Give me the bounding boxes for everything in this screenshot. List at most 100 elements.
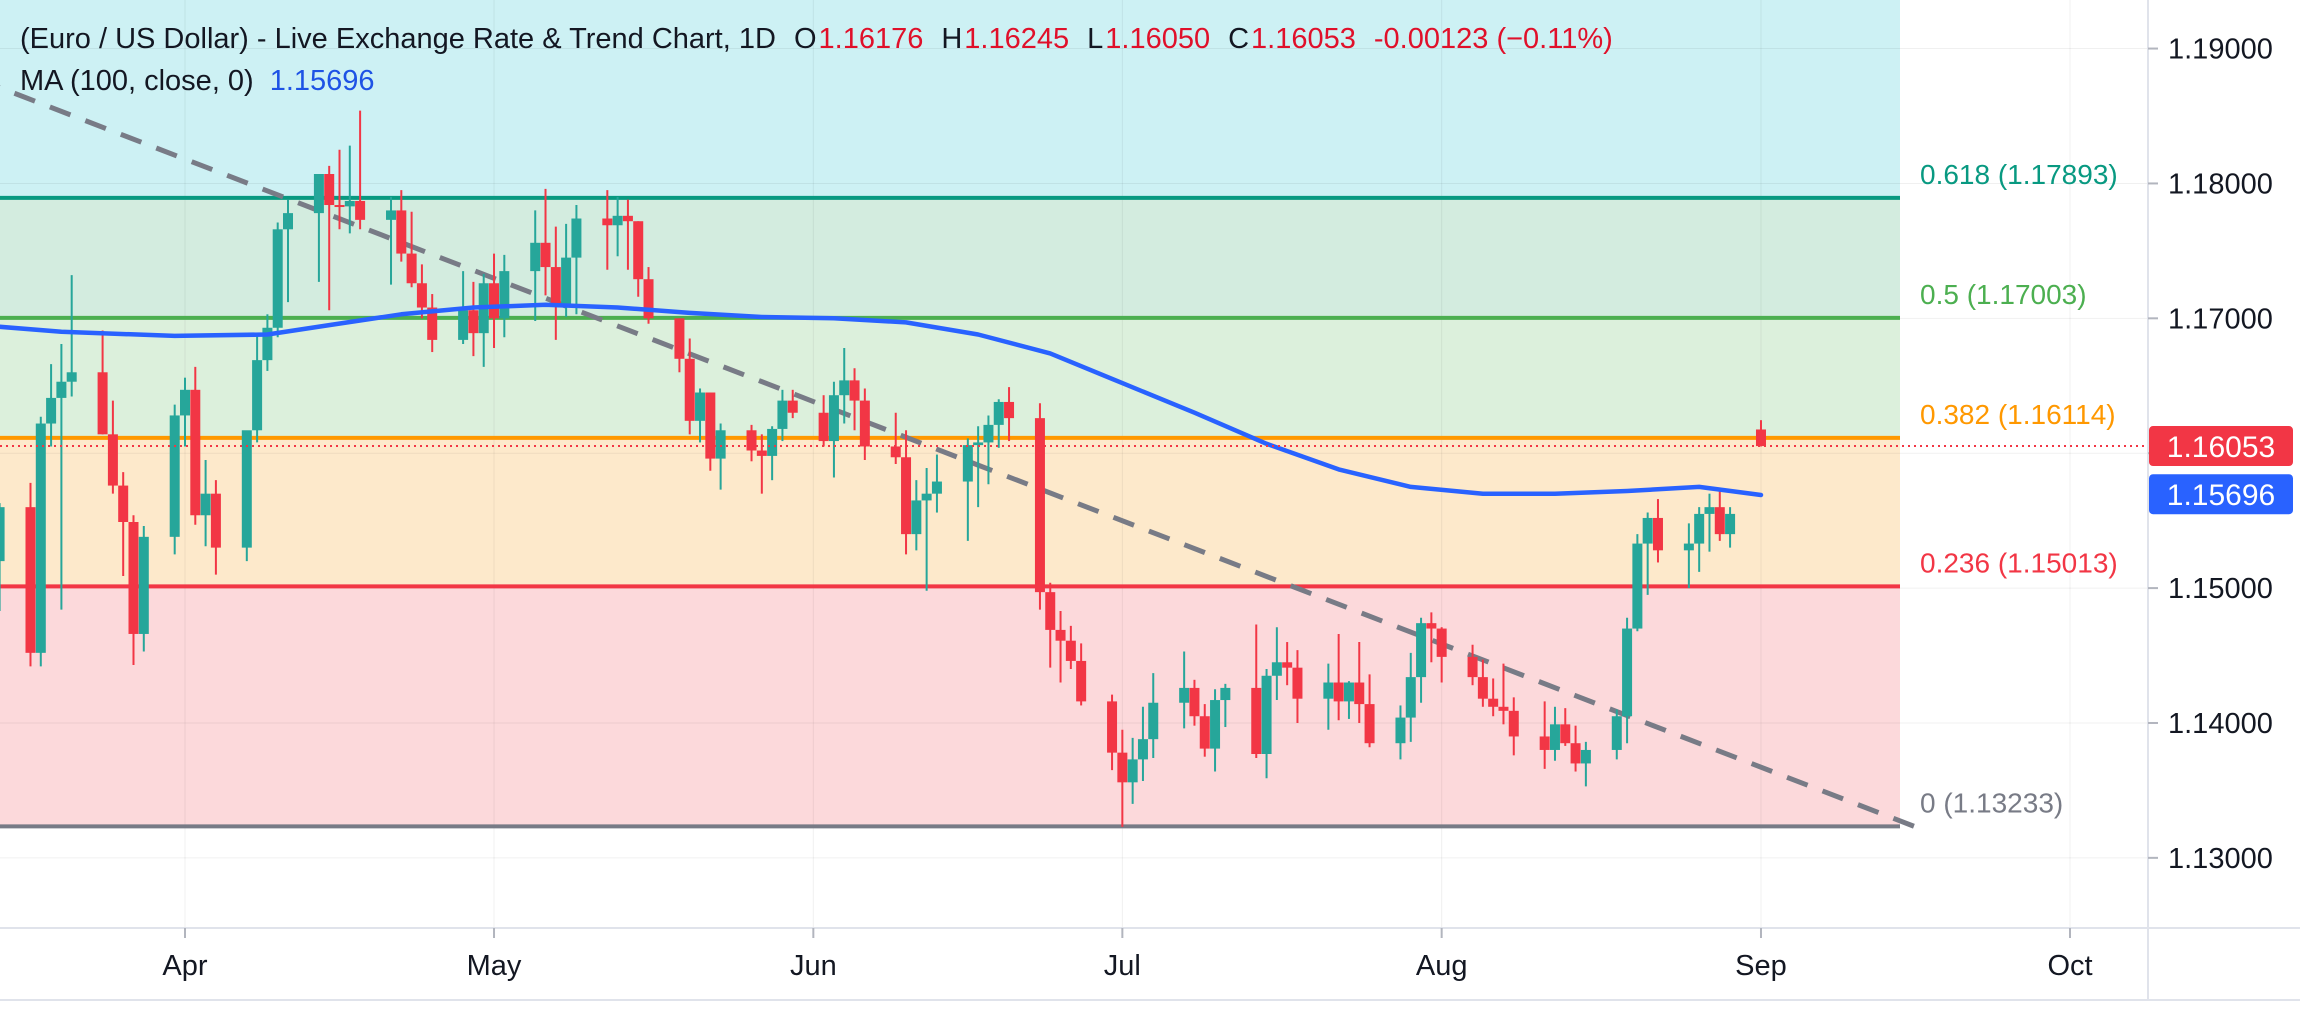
- candle: [911, 480, 922, 551]
- candle-body: [313, 174, 324, 214]
- candle: [499, 254, 510, 338]
- axes: [0, 0, 2300, 1001]
- candle-body: [571, 218, 582, 258]
- candle: [1652, 499, 1663, 563]
- candle-body: [983, 424, 994, 443]
- candle-body: [1395, 717, 1406, 744]
- candle: [1477, 659, 1488, 707]
- candle: [839, 348, 850, 424]
- candle: [334, 149, 345, 230]
- candle: [1395, 705, 1406, 760]
- ma-label: MA (100, close, 0): [20, 65, 254, 97]
- candle: [427, 294, 438, 353]
- chart-legend: (Euro / US Dollar) - Live Exchange Rate …: [20, 18, 1613, 102]
- candle-body: [1477, 677, 1488, 699]
- candle-body: [561, 257, 572, 307]
- candle-body: [962, 445, 973, 482]
- candle-body: [1611, 716, 1622, 750]
- candle: [849, 368, 860, 431]
- candle: [1055, 611, 1066, 683]
- candle: [1725, 507, 1736, 548]
- candle: [1034, 403, 1045, 610]
- candle-body: [1323, 682, 1334, 699]
- candle-body: [1694, 513, 1705, 544]
- candle: [818, 395, 829, 447]
- candle: [1137, 706, 1148, 781]
- candle-body: [705, 392, 716, 459]
- candle-body: [777, 400, 788, 429]
- ohlc-change: -0.00123: [1373, 23, 1489, 55]
- candle-body: [324, 174, 335, 206]
- candle: [97, 330, 108, 435]
- candle: [1539, 701, 1550, 769]
- candle-body: [1045, 592, 1056, 630]
- candle: [25, 482, 36, 667]
- candle-body: [169, 415, 180, 537]
- legend-line-ma[interactable]: MA (100, close, 0) 1.15696: [20, 60, 1613, 102]
- candle-body: [1498, 706, 1509, 711]
- candle: [1683, 523, 1694, 589]
- candle: [324, 165, 335, 311]
- candle: [901, 430, 912, 555]
- candle-body: [684, 358, 695, 421]
- trendline[interactable]: [0, 80, 1917, 830]
- fib-label-0: 0.618 (1.17893): [1920, 159, 2118, 190]
- candle: [200, 459, 211, 547]
- candle-body: [1755, 429, 1766, 447]
- candle-body: [1632, 543, 1643, 629]
- candle: [921, 468, 932, 591]
- x-tick-label-5: Sep: [1735, 950, 1787, 982]
- candle: [890, 412, 901, 464]
- candle-body: [901, 457, 912, 535]
- candle: [777, 389, 788, 442]
- candle: [931, 454, 942, 513]
- x-tick-label-3: Jul: [1104, 950, 1141, 982]
- candle: [756, 434, 767, 494]
- candle-body: [890, 446, 901, 458]
- candle: [416, 264, 427, 319]
- candle: [1694, 507, 1705, 572]
- candle-body: [241, 430, 252, 548]
- candle: [1632, 534, 1643, 632]
- candle: [561, 223, 572, 317]
- x-tick-label-4: Aug: [1416, 950, 1468, 982]
- candle-body: [1652, 517, 1663, 551]
- candle: [550, 226, 561, 340]
- y-tick-label-6: 1.13000: [2168, 843, 2273, 875]
- candle: [1549, 706, 1560, 761]
- candle: [1065, 625, 1076, 670]
- moving-average: [0, 302, 1764, 498]
- candle: [571, 205, 582, 315]
- candle: [1622, 617, 1633, 744]
- candle-body: [540, 242, 551, 268]
- candle: [0, 503, 5, 612]
- candles: [0, 110, 1766, 827]
- candle: [767, 426, 778, 481]
- candle: [107, 400, 118, 494]
- candle-body: [973, 442, 984, 446]
- candle-body: [1220, 687, 1231, 701]
- ohlc-open: 1.16176: [818, 23, 924, 55]
- candle: [1333, 633, 1344, 721]
- candle-body: [1004, 401, 1015, 419]
- candle: [530, 210, 541, 322]
- candle: [695, 388, 706, 443]
- candle: [1364, 674, 1375, 748]
- candle: [262, 314, 273, 371]
- candle-body: [1405, 677, 1416, 718]
- candle-body: [272, 229, 283, 328]
- price-badge-0: [2149, 426, 2293, 467]
- candle-body: [416, 283, 427, 308]
- x-tick-label-0: Apr: [162, 950, 207, 982]
- ohlc-high: 1.16245: [964, 23, 1070, 55]
- candle-body: [1725, 513, 1736, 535]
- fib-label-4: 0 (1.13233): [1920, 787, 2063, 818]
- candle-body: [1034, 418, 1045, 593]
- candle-body: [458, 310, 469, 340]
- candle: [1498, 663, 1509, 725]
- candle-body: [602, 218, 613, 226]
- candle: [684, 338, 695, 435]
- legend-line-main: (Euro / US Dollar) - Live Exchange Rate …: [20, 23, 1613, 55]
